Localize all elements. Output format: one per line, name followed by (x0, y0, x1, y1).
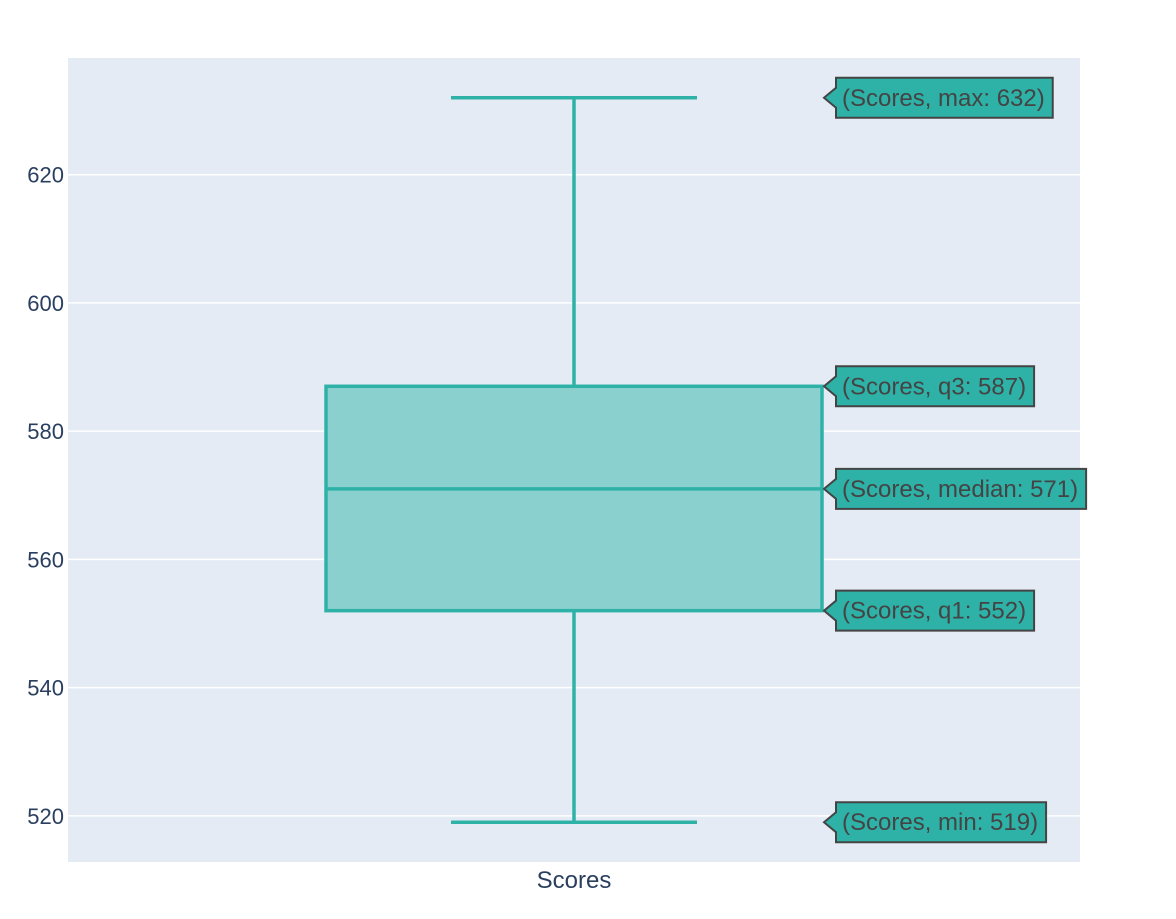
hover-labels: (Scores, max: 632) (Scores, q3: 587) (Scor… (822, 76, 1088, 844)
hover-label-max: (Scores, max: 632) (822, 76, 1054, 119)
hover-label-q3: (Scores, q3: 587) (822, 365, 1036, 408)
hover-label-box-median (822, 467, 1088, 510)
hover-label-text-max: (Scores, max: 632) (842, 85, 1045, 112)
hover-label-box-q1 (822, 589, 1036, 632)
box-trace[interactable] (324, 96, 824, 824)
y-tick-label-520: 520 (27, 804, 64, 829)
hover-label-box-q3 (822, 365, 1036, 408)
hover-label-text-min: (Scores, min: 519) (842, 809, 1038, 836)
y-tick-label-540: 540 (27, 676, 64, 701)
x-axis-ticks: Scores (537, 867, 612, 894)
hover-label-median: (Scores, median: 571) (822, 467, 1088, 510)
y-axis-ticks: 520 540 560 580 600 620 (27, 163, 64, 829)
y-tick-label-600: 600 (27, 291, 64, 316)
hover-label-text-median: (Scores, median: 571) (842, 476, 1078, 503)
hover-label-text-q3: (Scores, q3: 587) (842, 373, 1026, 400)
hover-label-min: (Scores, min: 519) (822, 801, 1048, 844)
hover-label-box-max (822, 76, 1054, 119)
y-tick-label-580: 580 (27, 419, 64, 444)
hover-label-box-min (822, 801, 1048, 844)
y-tick-label-620: 620 (27, 163, 64, 188)
x-category-label: Scores (537, 867, 612, 894)
y-tick-label-560: 560 (27, 547, 64, 572)
hover-label-q1: (Scores, q1: 552) (822, 589, 1036, 632)
hover-label-text-q1: (Scores, q1: 552) (842, 598, 1026, 625)
box-iqr[interactable] (324, 384, 824, 613)
